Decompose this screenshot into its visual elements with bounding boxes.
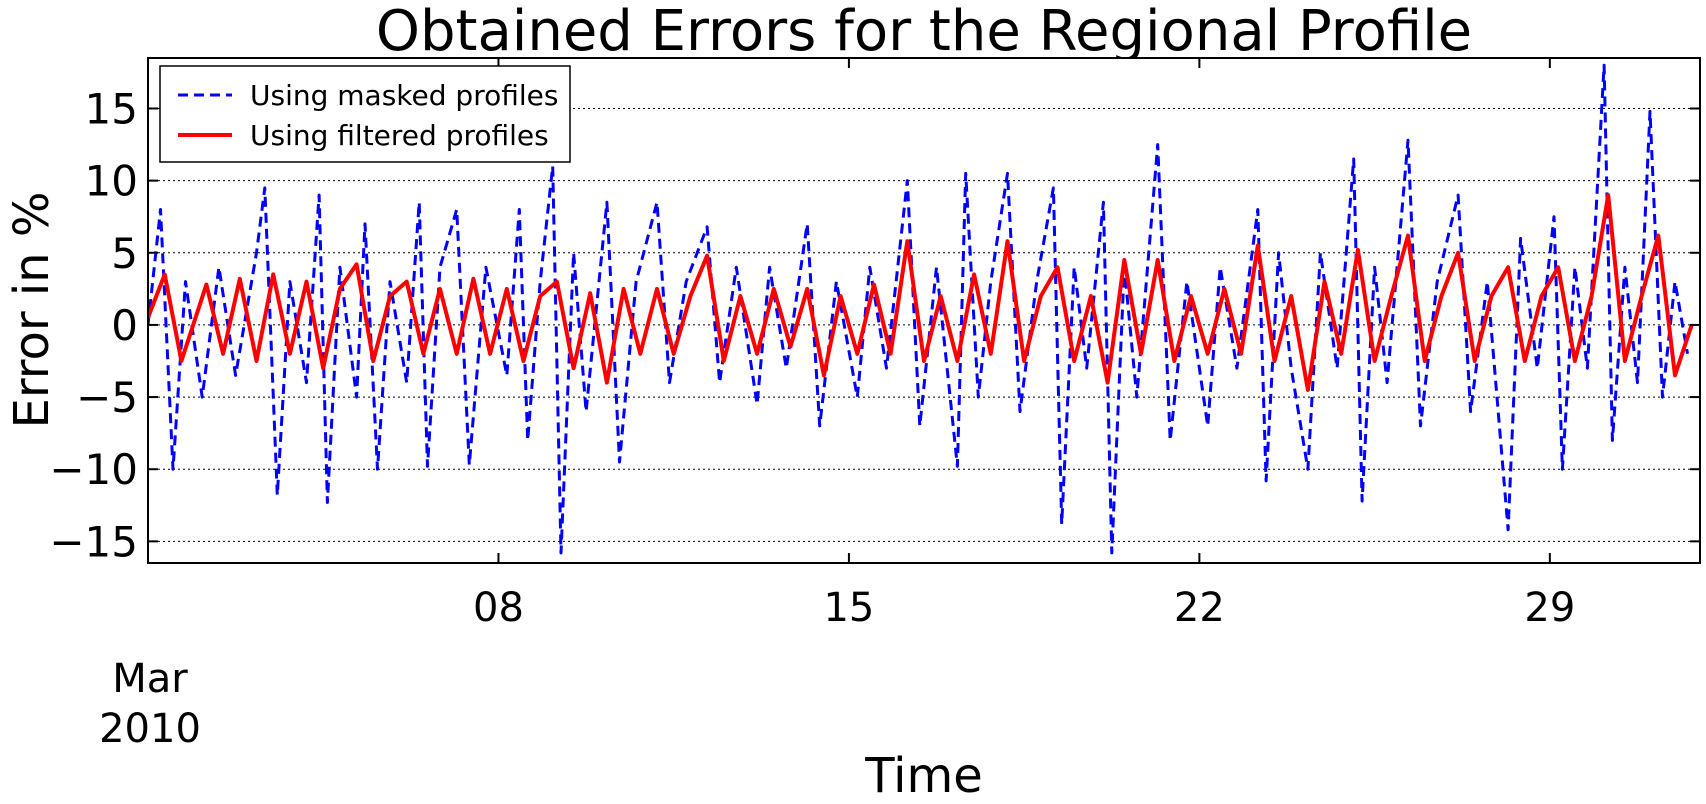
x-tick-label: 29 <box>1524 585 1575 631</box>
x-tick-label: 08 <box>473 585 524 631</box>
y-axis-label: Error in % <box>4 192 60 429</box>
x-offset-label-year: 2010 <box>99 706 201 752</box>
x-axis: 08 15 22 29 <box>473 58 1575 631</box>
y-tick-label: 10 <box>85 157 138 206</box>
x-tick-label: 15 <box>823 585 874 631</box>
series-line-filtered <box>148 193 1694 392</box>
plot-frame <box>147 57 1701 564</box>
y-tick-label: −10 <box>49 445 138 494</box>
x-tick-label: 22 <box>1174 585 1225 631</box>
x-axis-label: Time <box>864 748 982 804</box>
series-line-masked <box>148 63 1689 555</box>
y-tick-label: 15 <box>85 85 138 134</box>
y-tick-label: −5 <box>76 373 138 422</box>
x-offset-label-month: Mar <box>112 656 188 702</box>
y-tick-label: 0 <box>111 301 138 350</box>
y-tick-label: −15 <box>49 517 138 566</box>
legend-label-masked: Using masked profiles <box>250 79 558 112</box>
legend-box <box>159 65 571 163</box>
y-axis: 15 10 5 0 −5 −10 −15 <box>49 85 1700 566</box>
legend-label-filtered: Using filtered profiles <box>250 119 549 152</box>
series-layer <box>148 63 1694 555</box>
chart-title: Obtained Errors for the Regional Profile <box>376 0 1472 64</box>
y-tick-label: 5 <box>111 229 138 278</box>
legend: Using masked profiles Using filtered pro… <box>159 65 571 163</box>
